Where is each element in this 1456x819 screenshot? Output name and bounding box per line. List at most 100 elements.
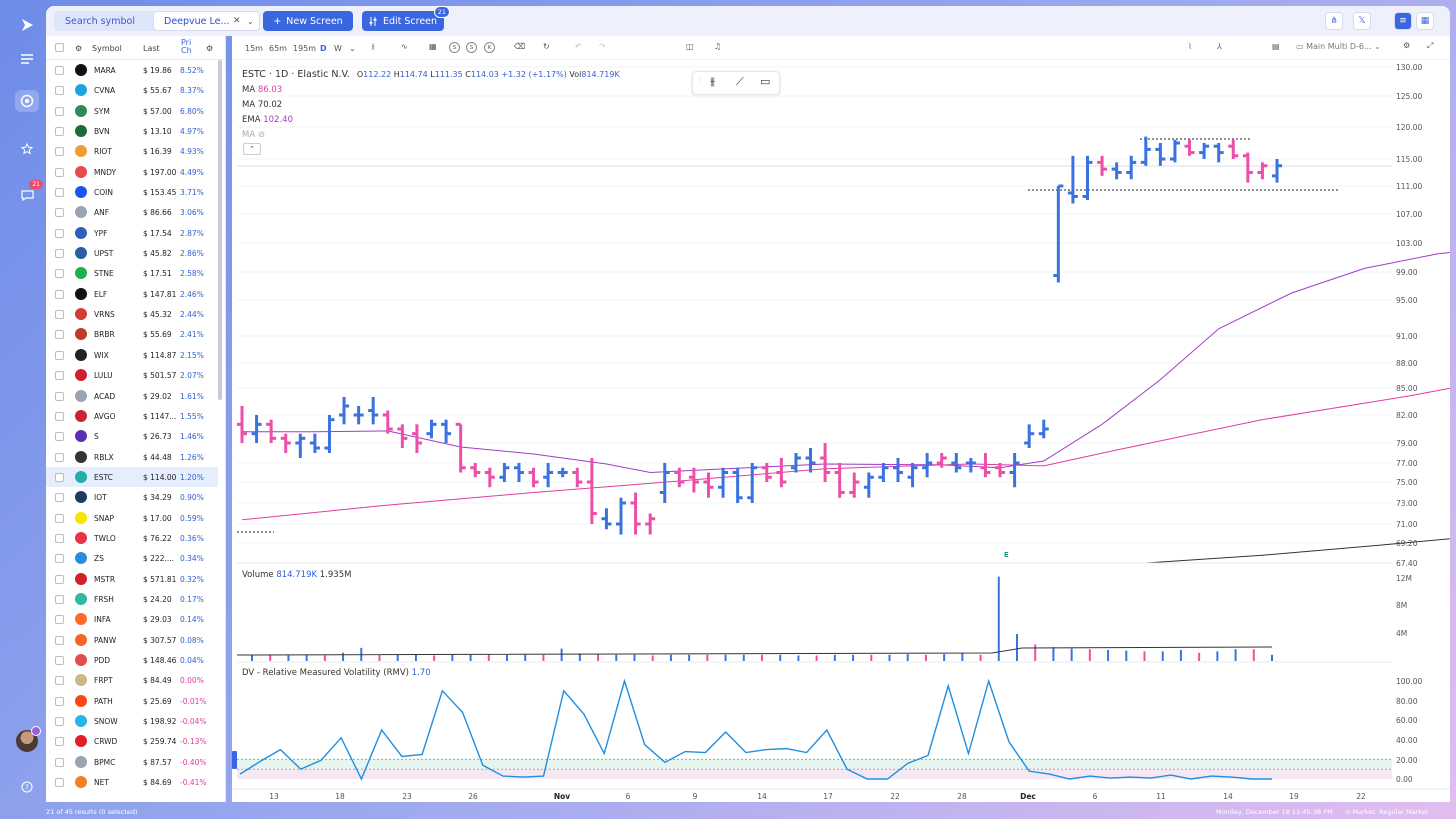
watchlist-star-icon[interactable]: [15, 138, 39, 160]
new-screen-button[interactable]: + New Screen: [263, 11, 353, 31]
table-row[interactable]: PANW $ 307.57 0.08%: [46, 630, 218, 650]
table-row[interactable]: ACAD $ 29.02 1.61%: [46, 386, 218, 406]
chevron-down-icon[interactable]: ⌄: [247, 16, 254, 26]
bell-icon[interactable]: ♫: [714, 42, 722, 51]
refresh-icon[interactable]: ↻: [543, 42, 550, 51]
interval-15m[interactable]: 15m: [245, 44, 263, 53]
scrollbar[interactable]: [218, 60, 222, 400]
table-row[interactable]: TWLO $ 76.22 0.36%: [46, 528, 218, 548]
share-icon[interactable]: ⋔: [1325, 12, 1343, 30]
row-checkbox[interactable]: [55, 696, 64, 706]
table-row[interactable]: BRBR $ 55.69 2.41%: [46, 324, 218, 344]
table-row[interactable]: BVN $ 13.10 4.97%: [46, 121, 218, 141]
screen-selector[interactable]: Deepvue Le... ✕ ⌄: [153, 11, 260, 31]
table-row[interactable]: MARA $ 19.86 8.52%: [46, 60, 218, 80]
table-row[interactable]: S $ 26.73 1.46%: [46, 426, 218, 446]
circle-button-s1[interactable]: S: [449, 42, 460, 53]
circle-button-s2[interactable]: S: [466, 42, 477, 53]
table-row[interactable]: ESTC $ 114.00 1.20%: [46, 466, 218, 488]
row-checkbox[interactable]: [55, 411, 64, 421]
collapse-legend-button[interactable]: ⌃: [243, 143, 261, 155]
interval-w[interactable]: W: [334, 44, 342, 53]
chart-type-icon[interactable]: ⌇: [1188, 42, 1192, 51]
table-row[interactable]: WIX $ 114.87 2.15%: [46, 345, 218, 365]
column-symbol[interactable]: Symbol: [92, 44, 122, 53]
bars-pattern-icon[interactable]: ⫵: [710, 75, 716, 88]
edit-screen-button[interactable]: Edit Screen 21: [362, 6, 450, 31]
row-checkbox[interactable]: [55, 757, 64, 767]
grid-view-icon[interactable]: ▦: [1416, 12, 1434, 30]
row-checkbox[interactable]: [55, 66, 64, 75]
table-row[interactable]: NET $ 84.69 -0.41%: [46, 772, 218, 792]
row-checkbox[interactable]: [55, 127, 64, 137]
row-checkbox[interactable]: [55, 554, 64, 564]
table-row[interactable]: ZS $ 222.... 0.34%: [46, 548, 218, 568]
interval-195m[interactable]: 195m: [293, 44, 317, 53]
row-checkbox[interactable]: [55, 86, 64, 96]
row-checkbox[interactable]: [55, 350, 64, 360]
table-row[interactable]: FRSH $ 24.20 0.17%: [46, 589, 218, 609]
table-row[interactable]: LULU $ 501.57 2.07%: [46, 365, 218, 385]
eraser-icon[interactable]: ⌫: [514, 42, 526, 51]
eye-off-icon[interactable]: ⊘: [257, 130, 265, 140]
row-checkbox[interactable]: [55, 188, 64, 198]
row-checkbox[interactable]: [55, 737, 64, 747]
table-row[interactable]: MSTR $ 571.81 0.32%: [46, 569, 218, 589]
row-checkbox[interactable]: [55, 655, 64, 665]
row-checkbox[interactable]: [55, 249, 64, 259]
row-checkbox[interactable]: [55, 533, 64, 543]
interval-d[interactable]: D: [320, 44, 327, 53]
table-row[interactable]: SNAP $ 17.00 0.59%: [46, 508, 218, 528]
table-row[interactable]: PDD $ 148.46 0.04%: [46, 650, 218, 670]
select-all-checkbox[interactable]: [55, 43, 64, 52]
table-row[interactable]: IOT $ 34.29 0.90%: [46, 487, 218, 507]
layout-selector[interactable]: ▭ Main Multi D-6... ⌄: [1296, 42, 1381, 51]
table-row[interactable]: CRWD $ 259.74 -0.13%: [46, 731, 218, 751]
row-checkbox[interactable]: [55, 717, 64, 726]
undo-icon[interactable]: ↶: [575, 42, 582, 51]
table-row[interactable]: ELF $ 147.81 2.46%: [46, 284, 218, 304]
row-checkbox[interactable]: [55, 493, 64, 503]
app-logo-icon[interactable]: [15, 14, 39, 36]
trendline-icon[interactable]: ⟋: [736, 75, 744, 88]
earnings-marker[interactable]: E: [1004, 551, 1009, 559]
row-checkbox[interactable]: [55, 208, 64, 218]
table-row[interactable]: SNOW $ 198.92 -0.04%: [46, 711, 218, 731]
fullscreen-icon[interactable]: ⤢: [1427, 41, 1434, 50]
row-checkbox[interactable]: [55, 615, 64, 625]
table-row[interactable]: INFA $ 29.03 0.14%: [46, 609, 218, 629]
chart-settings-icon[interactable]: ⚙: [1403, 41, 1411, 50]
list-view-icon[interactable]: ≡: [1394, 12, 1412, 30]
row-checkbox[interactable]: [55, 228, 64, 238]
alerts-icon[interactable]: 21: [15, 180, 43, 206]
row-checkbox[interactable]: [55, 391, 64, 401]
table-row[interactable]: SYM $ 57.00 6.80%: [46, 101, 218, 121]
row-checkbox[interactable]: [55, 594, 64, 604]
row-checkbox[interactable]: [55, 269, 64, 279]
row-checkbox[interactable]: [55, 106, 64, 116]
scale-icon[interactable]: ⅄: [1217, 42, 1222, 51]
row-checkbox[interactable]: [55, 676, 64, 686]
table-row[interactable]: AVGO $ 1147... 1.55%: [46, 406, 218, 426]
row-checkbox[interactable]: [55, 513, 64, 523]
circle-button-k[interactable]: K: [484, 42, 495, 53]
help-icon[interactable]: ?: [15, 776, 39, 798]
table-row[interactable]: VRNS $ 45.32 2.44%: [46, 304, 218, 324]
chart-canvas[interactable]: 130.00125.00120.00115.00111.00107.00103.…: [232, 36, 1450, 802]
templates-icon[interactable]: ▦: [429, 42, 437, 51]
row-checkbox[interactable]: [55, 472, 64, 482]
table-row[interactable]: PATH $ 25.69 -0.01%: [46, 691, 218, 711]
row-checkbox[interactable]: [55, 330, 64, 340]
row-checkbox[interactable]: [55, 432, 64, 442]
table-row[interactable]: RIOT $ 16.39 4.93%: [46, 141, 218, 161]
redo-icon[interactable]: ↷: [599, 42, 606, 51]
table-row[interactable]: COIN $ 153.45 3.71%: [46, 182, 218, 202]
bar-type-icon[interactable]: ⫲: [372, 42, 375, 51]
drag-handle-icon[interactable]: ⋮: [696, 77, 704, 86]
table-row[interactable]: BPMC $ 87.57 -0.40%: [46, 752, 218, 772]
menu-icon[interactable]: [15, 48, 39, 70]
table-row[interactable]: CVNA $ 55.67 8.37%: [46, 80, 218, 100]
snapshot-icon[interactable]: ◫: [686, 42, 694, 51]
row-checkbox[interactable]: [55, 289, 64, 299]
column-settings-icon[interactable]: ⚙: [206, 44, 214, 53]
